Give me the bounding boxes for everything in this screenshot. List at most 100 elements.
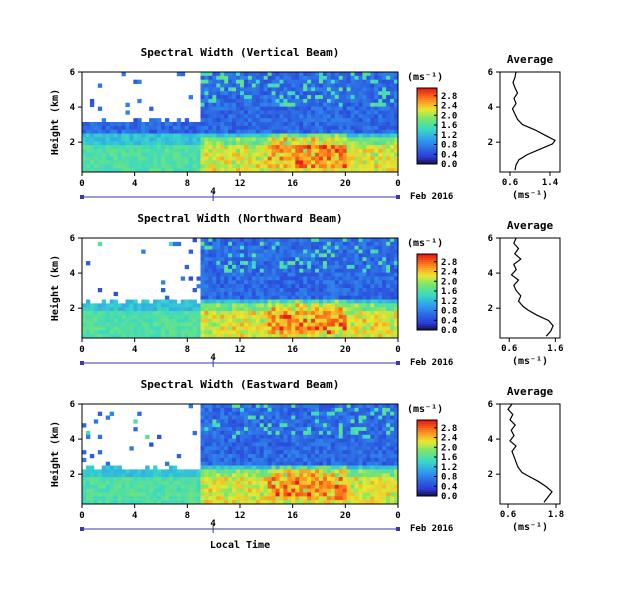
heatmap-cell	[89, 314, 95, 320]
heatmap-cell	[240, 299, 245, 304]
heatmap-cell	[133, 164, 138, 169]
heatmap-cell	[279, 477, 284, 482]
heatmap-cell	[228, 137, 233, 142]
heatmap-cell	[354, 137, 359, 142]
heatmap-cell	[145, 484, 150, 490]
heatmap-cell	[240, 110, 245, 115]
heatmap-cell	[287, 98, 292, 104]
heatmap-cell	[338, 129, 344, 134]
heatmap-cell	[251, 291, 257, 297]
heatmap-cell	[263, 241, 269, 247]
heatmap-cell	[279, 427, 284, 432]
heatmap-cell	[153, 145, 158, 150]
heatmap-cell	[307, 461, 312, 466]
heatmap-cell	[157, 141, 162, 146]
heatmap-cell	[279, 268, 284, 274]
heatmap-cell	[374, 133, 379, 138]
heatmap-cell	[287, 110, 292, 115]
heatmap-cell	[354, 114, 359, 119]
heatmap-cell	[378, 141, 383, 146]
heatmap-cell	[93, 311, 99, 316]
heatmap-cell	[322, 299, 328, 304]
heatmap-cell	[283, 469, 288, 474]
heatmap-cell	[200, 280, 205, 285]
heatmap-cell	[374, 404, 379, 409]
heatmap-cell	[240, 137, 245, 142]
heatmap-cell	[358, 407, 363, 413]
heatmap-cell	[129, 141, 134, 146]
heatmap-cell	[220, 423, 225, 428]
heatmap-cell	[370, 91, 375, 96]
heatmap-cell	[251, 454, 257, 459]
heatmap-cell	[125, 322, 130, 327]
heatmap-cell	[334, 133, 340, 138]
heatmap-cell	[358, 133, 363, 138]
heatmap-cell	[192, 288, 197, 293]
heatmap-cell	[176, 322, 182, 327]
heatmap-cell	[299, 238, 304, 243]
heatmap-cell	[196, 133, 201, 138]
heatmap-cell	[362, 164, 367, 169]
heatmap-cell	[366, 102, 371, 108]
heatmap-cell	[133, 145, 138, 150]
heatmap-cell	[390, 168, 395, 173]
heatmap-cell	[362, 152, 367, 158]
heatmap-cell	[307, 280, 312, 285]
heatmap-cell	[283, 79, 288, 84]
heatmap-cell	[287, 311, 292, 316]
heatmap-cell	[224, 311, 229, 316]
heatmap-cell	[109, 477, 114, 482]
heatmap-cell	[251, 257, 257, 262]
heatmap-cell	[228, 427, 233, 432]
heatmap-cell	[101, 318, 107, 324]
heatmap-cell	[394, 160, 399, 165]
heatmap-cell	[216, 288, 221, 293]
heatmap-cell	[326, 102, 332, 108]
heatmap-cell	[311, 415, 316, 420]
heatmap-cell	[275, 407, 280, 413]
heatmap-cell	[259, 141, 265, 146]
heatmap-cell	[255, 473, 261, 478]
heatmap-cell	[216, 106, 221, 111]
colorbar-segment	[417, 292, 437, 295]
heatmap-cell	[358, 480, 363, 486]
heatmap-cell	[180, 145, 186, 150]
heatmap-cell	[89, 492, 95, 497]
heatmap-cell	[200, 83, 205, 88]
heatmap-cell	[267, 438, 272, 443]
heatmap-cell	[326, 118, 332, 123]
heatmap-cell	[366, 438, 371, 443]
heatmap-cell	[82, 326, 87, 331]
heatmap-cell	[220, 95, 225, 100]
heatmap-cell	[105, 473, 111, 478]
heatmap-cell	[299, 427, 304, 432]
heatmap-cell	[315, 326, 320, 331]
heatmap-cell	[287, 488, 292, 493]
heatmap-cell	[137, 168, 142, 173]
heatmap-cell	[366, 83, 371, 88]
x-tick-label: 4	[132, 179, 138, 189]
heatmap-cell	[259, 469, 265, 474]
colorbar-segment	[417, 108, 437, 111]
heatmap-cell	[259, 148, 265, 154]
avg-x-axis-label: (ms⁻¹)	[512, 356, 548, 367]
heatmap-cell	[247, 496, 253, 501]
heatmap-cell	[279, 245, 284, 250]
heatmap-cell	[129, 145, 134, 150]
heatmap-cell	[243, 473, 249, 478]
heatmap-cell	[366, 253, 371, 258]
heatmap-cell	[212, 272, 217, 277]
heatmap-cell	[200, 257, 205, 262]
heatmap-cell	[271, 137, 276, 142]
heatmap-cell	[322, 303, 328, 308]
heatmap-cell	[394, 253, 399, 258]
heatmap-cell	[346, 145, 351, 150]
heatmap-cell	[346, 303, 351, 308]
x-tick-label: 0	[79, 179, 84, 189]
heatmap-cell	[319, 72, 324, 77]
heatmap-cell	[326, 322, 332, 327]
heatmap-cell	[287, 291, 292, 297]
heatmap-cell	[212, 137, 217, 142]
heatmap-cell	[303, 110, 308, 115]
heatmap-cell	[133, 322, 138, 327]
